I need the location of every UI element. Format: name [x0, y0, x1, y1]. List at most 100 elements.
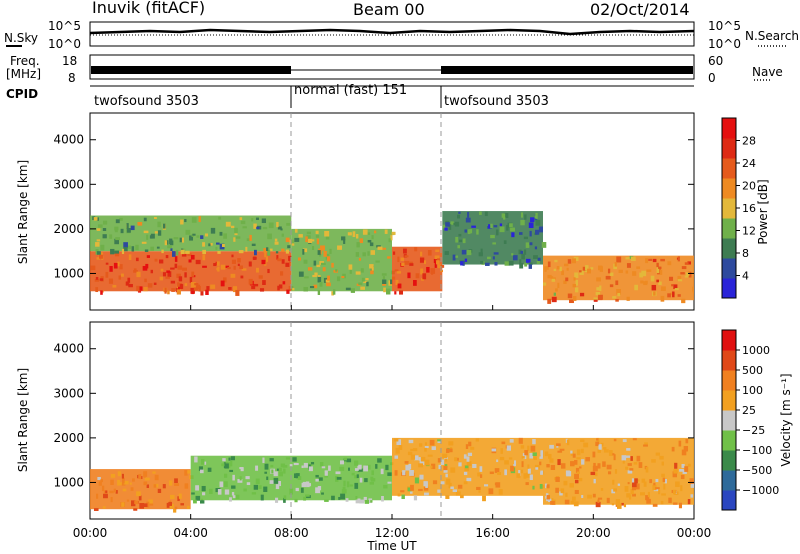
data-cell: [245, 246, 248, 252]
data-cell: [660, 286, 666, 291]
data-cell: [115, 219, 120, 224]
data-cell: [170, 248, 173, 251]
data-cell: [497, 471, 501, 475]
data-cell: [617, 503, 622, 509]
data-cell: [258, 485, 262, 489]
data-cell: [134, 500, 139, 505]
data-cell: [430, 465, 433, 469]
data-cell: [607, 471, 612, 475]
data-cell: [384, 229, 388, 234]
data-cell: [326, 282, 331, 287]
data-cell: [274, 238, 278, 242]
data-cell: [248, 261, 252, 267]
data-cell: [307, 267, 313, 271]
data-cell: [280, 228, 283, 231]
data-cell: [460, 494, 464, 499]
data-cell: [524, 214, 527, 220]
data-cell: [154, 258, 158, 262]
data-cell: [530, 217, 535, 223]
data-cell: [243, 488, 247, 492]
data-cell: [596, 438, 599, 441]
velocity-colorbar-tick-label: 1000: [742, 344, 770, 357]
data-cell: [95, 287, 99, 293]
data-cell: [489, 471, 494, 475]
data-cell: [511, 232, 515, 238]
data-cell: [566, 439, 570, 446]
data-cell: [663, 483, 666, 490]
data-cell: [200, 291, 204, 296]
data-cell: [146, 501, 150, 508]
power-colorbar-tick-label: 12: [742, 225, 756, 238]
data-cell: [410, 454, 416, 460]
data-cell: [535, 467, 539, 470]
data-cell: [466, 456, 470, 462]
data-cell: [369, 481, 374, 485]
data-cell: [672, 471, 678, 478]
data-cell: [323, 250, 327, 257]
data-cell: [397, 283, 402, 289]
data-cell: [408, 439, 414, 444]
data-cell: [503, 240, 507, 244]
data-cell: [188, 259, 192, 263]
data-cell: [645, 495, 650, 501]
data-cell: [527, 464, 530, 469]
data-cell: [446, 478, 451, 485]
data-cell: [448, 441, 454, 446]
data-cell: [99, 278, 104, 281]
data-cell: [493, 225, 498, 228]
data-cell: [139, 503, 145, 509]
data-cell: [294, 237, 300, 242]
data-cell: [205, 289, 209, 295]
data-cell: [315, 474, 319, 478]
data-cell: [615, 280, 619, 286]
data-cell: [310, 461, 315, 465]
data-cell: [401, 494, 405, 500]
data-cell: [231, 485, 236, 489]
data-cell: [445, 473, 448, 478]
data-cell: [264, 463, 269, 470]
data-cell: [201, 458, 205, 465]
data-cell: [181, 237, 185, 243]
data-cell: [409, 470, 414, 476]
data-cell: [316, 238, 320, 245]
data-cell: [167, 290, 170, 295]
velocity-ylabel: Slant Range [km]: [16, 368, 30, 472]
power-colorbar-segment: [722, 278, 736, 299]
data-cell: [351, 472, 355, 476]
data-cell: [105, 271, 109, 278]
data-cell: [574, 287, 579, 293]
data-cell: [136, 271, 141, 278]
data-cell: [509, 439, 514, 443]
data-cell: [585, 265, 589, 271]
data-cell: [494, 482, 497, 486]
data-cell: [331, 262, 334, 268]
data-cell: [349, 484, 353, 487]
data-cell: [475, 438, 479, 442]
data-cell: [317, 290, 321, 295]
data-cell: [616, 256, 622, 263]
data-cell: [232, 495, 236, 499]
data-cell: [636, 455, 641, 462]
data-cell: [276, 468, 281, 471]
data-cell: [644, 442, 648, 446]
data-cell: [536, 259, 540, 264]
data-cell: [228, 457, 231, 461]
data-cell: [573, 277, 576, 281]
data-cell: [191, 291, 194, 295]
data-cell: [455, 491, 461, 496]
data-cell: [346, 481, 350, 488]
data-cell: [580, 448, 584, 454]
data-cell: [300, 487, 304, 493]
x-tick-label: 08:00: [274, 526, 309, 540]
data-cell: [457, 484, 463, 489]
beam-title: Beam 00: [353, 0, 425, 19]
data-cell: [354, 475, 358, 479]
data-cell: [315, 487, 320, 494]
data-cell: [217, 251, 221, 254]
data-cell: [450, 486, 454, 490]
cpid-segment-3: twofsound 3503: [444, 94, 549, 109]
data-cell: [382, 279, 387, 284]
data-cell: [375, 260, 380, 263]
data-cell: [387, 256, 391, 259]
data-cell: [157, 230, 162, 236]
